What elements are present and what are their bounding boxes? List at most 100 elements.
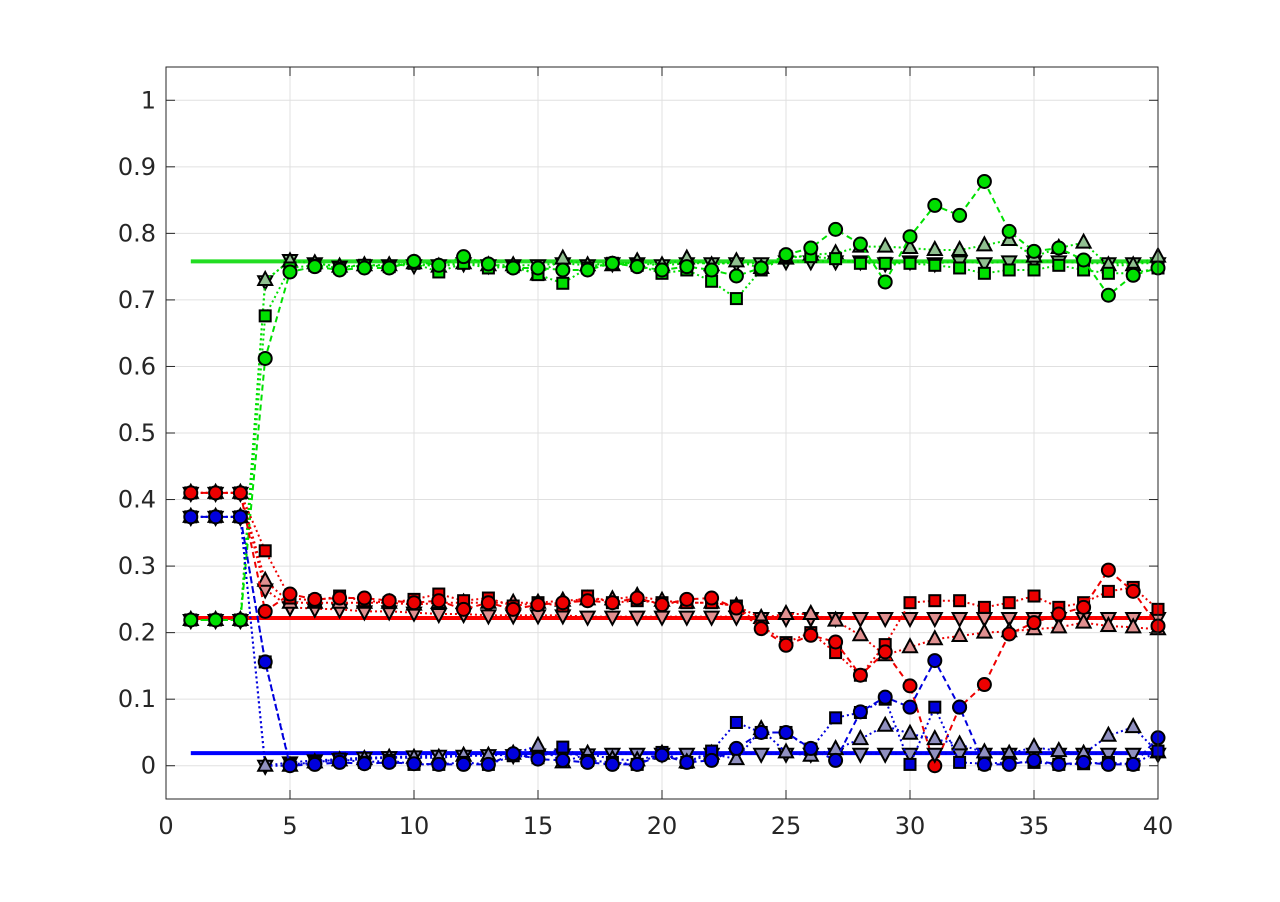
circle-marker [1051, 756, 1067, 772]
circle-marker [208, 509, 224, 525]
circle-marker [1125, 756, 1141, 772]
square-marker [829, 252, 843, 266]
square-marker [853, 256, 867, 270]
triangle-up-marker [1099, 615, 1118, 632]
y-tick-label: 0.2 [118, 619, 156, 647]
square-marker [903, 757, 917, 771]
circle-marker [1076, 252, 1092, 268]
triangle-down-marker [975, 257, 994, 274]
square-marker [1027, 263, 1041, 277]
triangle-up-marker [1074, 232, 1093, 249]
y-tick-label: 0.4 [118, 486, 156, 514]
square-marker [1002, 596, 1016, 610]
circle-marker [480, 256, 496, 272]
square-marker [878, 256, 892, 270]
circle-marker [431, 257, 447, 273]
triangle-down-marker [1000, 255, 1018, 272]
x-tick-label: 0 [158, 812, 173, 840]
series-line [190, 491, 1159, 657]
triangle-down-marker [926, 611, 944, 629]
triangle-up-marker [727, 251, 746, 268]
square-marker [556, 740, 570, 754]
circle-marker [307, 259, 323, 275]
circle-marker [1001, 756, 1017, 772]
square-marker [1101, 584, 1115, 598]
series-blue-circle [183, 509, 1166, 774]
square-marker [928, 700, 942, 714]
circle-marker [704, 752, 720, 768]
triangle-down-marker [1000, 611, 1018, 629]
square-marker [928, 258, 942, 272]
circle-marker [604, 756, 620, 772]
triangle-up-marker [901, 637, 919, 654]
triangle-down-marker [678, 610, 696, 627]
circle-marker [778, 724, 794, 740]
circle-marker [406, 756, 422, 772]
series-line [190, 238, 1159, 621]
circle-marker [679, 754, 695, 770]
grid [165, 67, 1159, 799]
circle-marker [505, 601, 521, 617]
x-tick-label: 20 [647, 812, 678, 840]
circle-marker [877, 689, 893, 705]
triangle-down-marker [950, 611, 969, 629]
circle-marker [604, 595, 620, 611]
triangle-down-marker [430, 608, 448, 625]
series-line [190, 515, 1159, 767]
triangle-up-marker [901, 237, 919, 255]
square-marker [977, 600, 991, 614]
triangle-down-marker [1099, 747, 1118, 764]
x-tick-label: 10 [399, 812, 430, 840]
circle-marker [505, 746, 521, 762]
circle-marker [728, 600, 744, 616]
y-tick-label: 0.6 [118, 352, 156, 380]
square-marker [729, 292, 743, 306]
square-marker [556, 276, 570, 290]
circle-marker [1001, 626, 1017, 642]
circle-marker [828, 634, 844, 650]
circle-marker [406, 253, 422, 269]
circle-marker [1100, 756, 1116, 772]
circle-marker [183, 612, 199, 628]
circle-marker [902, 678, 918, 694]
square-marker [258, 544, 272, 558]
x-tick-label: 35 [1019, 812, 1050, 840]
y-tick-label: 0.5 [118, 419, 156, 447]
circle-marker [1026, 243, 1042, 259]
circle-marker [654, 597, 670, 613]
circle-marker [654, 747, 670, 763]
triangle-up-marker [727, 748, 746, 766]
circle-marker [803, 627, 819, 643]
y-tick-label: 0.1 [118, 685, 156, 713]
triangle-up-marker [975, 622, 994, 639]
circle-marker [629, 590, 645, 606]
circle-marker [555, 262, 571, 278]
series-line [190, 179, 1159, 621]
triangle-up-marker [1074, 612, 1093, 629]
circle-marker [902, 699, 918, 715]
y-tick-label: 0.9 [118, 153, 156, 181]
circle-marker [555, 595, 571, 611]
square-marker [729, 715, 743, 729]
data-series [182, 173, 1167, 776]
triangle-down-marker [752, 747, 770, 764]
circle-marker [1026, 752, 1042, 768]
series-line [190, 491, 1159, 769]
triangle-up-marker [851, 728, 870, 746]
circle-marker [753, 724, 769, 740]
square-marker [1101, 266, 1115, 280]
circle-marker [877, 274, 893, 290]
circle-marker [679, 591, 695, 607]
circle-marker [976, 756, 992, 772]
y-tick-label: 0.3 [118, 552, 156, 580]
circle-marker [456, 756, 472, 772]
circle-marker [828, 752, 844, 768]
circle-marker [803, 740, 819, 756]
square-marker [953, 594, 967, 608]
circle-marker [307, 591, 323, 607]
x-tick-label: 5 [282, 812, 297, 840]
series-line [190, 258, 1158, 621]
square-marker [1002, 263, 1016, 277]
square-marker [258, 309, 272, 323]
